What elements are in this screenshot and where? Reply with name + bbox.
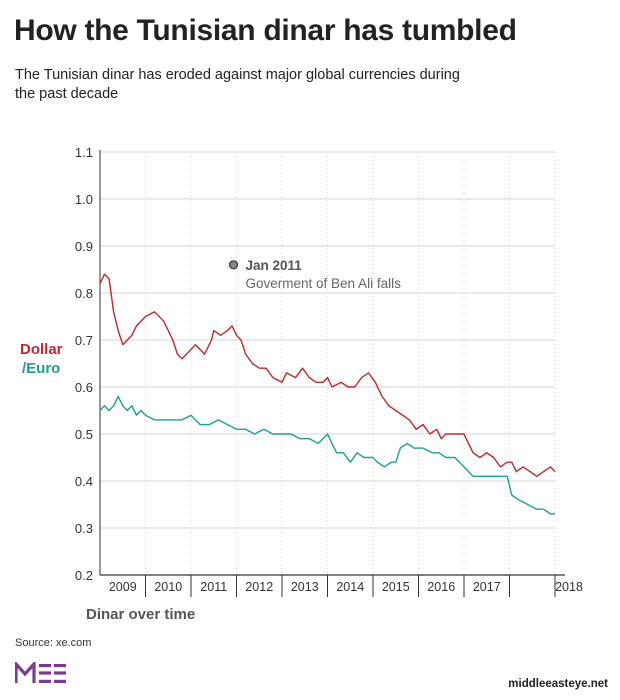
y-tick-label: 0.5 (75, 427, 93, 442)
x-tick-label: 2013 (291, 580, 319, 594)
x-tick-label: 2015 (382, 580, 410, 594)
x-tick-label: 2016 (427, 580, 455, 594)
grid (100, 151, 556, 576)
y-tick-label: 1.1 (75, 145, 93, 160)
page-title: How the Tunisian dinar has tumbled (14, 14, 517, 47)
x-tick-label: 2012 (245, 580, 273, 594)
x-tick-label: 2017 (473, 580, 501, 594)
series-lines (99, 273, 556, 515)
annotation-title: Jan 2011 (246, 258, 303, 273)
x-tick-label: 2018 (555, 580, 583, 594)
y-axis-labels: 0.2 0.3 0.4 0.5 0.6 0.7 0.8 0.9 1.0 1.1 (75, 145, 93, 583)
y-tick-label: 0.9 (75, 239, 93, 254)
source-note: Source: xe.com (15, 637, 92, 649)
y-tick-label: 0.4 (75, 474, 93, 489)
x-tick-label: 2009 (109, 580, 137, 594)
x-tick-label: 2014 (336, 580, 364, 594)
y-tick-label: 0.7 (75, 333, 93, 348)
euro-series-line (99, 395, 555, 515)
x-axis-title: Dinar over time (86, 606, 196, 623)
annotation-text: Goverment of Ben Ali falls (246, 276, 402, 291)
annotation-dot (228, 260, 239, 270)
dollar-series-label: Dollar (20, 341, 63, 358)
y-tick-label: 0.2 (75, 568, 93, 583)
site-name: middleeasteye.net (508, 678, 608, 690)
x-tick-label: 2011 (200, 580, 227, 594)
euro-series-label: /Euro (22, 360, 61, 377)
page-subtitle: The Tunisian dinar has eroded against ma… (15, 67, 460, 102)
y-tick-label: 0.8 (75, 286, 93, 301)
y-tick-label: 0.6 (75, 380, 93, 395)
x-axis: 2009 2010 2011 2012 2013 2014 2015 2016 2017 2018 (99, 150, 583, 597)
y-tick-label: 0.3 (75, 521, 93, 536)
line-chart: 0.20.30.40.50.60.70.80.91.01.1 2009 2010 2… (75, 145, 583, 597)
mee-logo-icon (15, 662, 66, 683)
y-tick-label: 1.0 (75, 192, 93, 207)
annotation: Jan 2011 Goverment of Ben Ali falls (228, 258, 402, 291)
x-tick-label: 2010 (154, 580, 182, 594)
dollar-series-line (99, 273, 556, 477)
